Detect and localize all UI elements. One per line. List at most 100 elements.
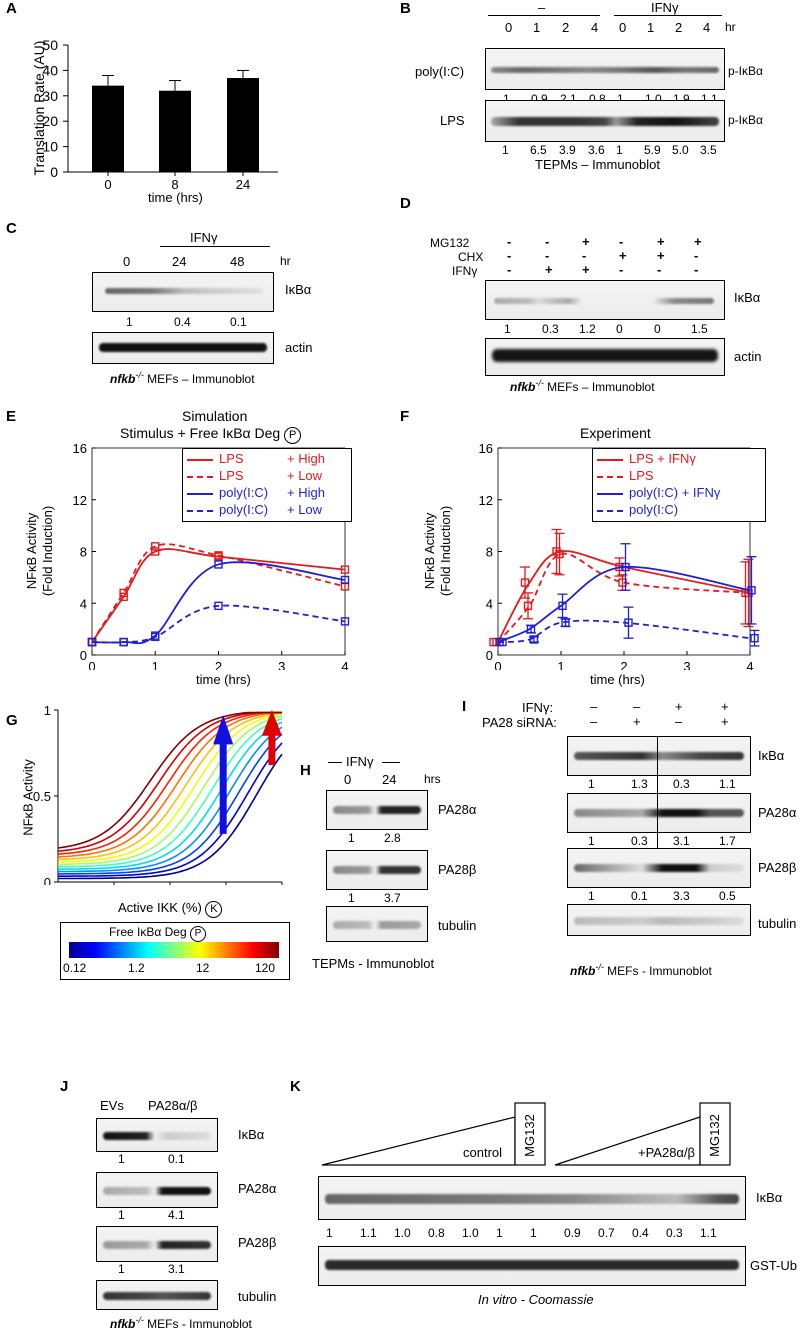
panel-a-bar — [227, 78, 259, 172]
panel-g-colorbar — [69, 942, 279, 958]
panel-d-sign: - — [507, 234, 512, 249]
panel-i-ifn-sign: + — [721, 699, 729, 714]
panel-f-xlabel: time (hrs) — [590, 672, 645, 687]
panel-f-legend-name: poly(I:C) + IFNγ — [629, 485, 721, 500]
panel-i-value: 0.1 — [631, 889, 648, 903]
panel-b-hr: hr — [725, 20, 736, 34]
panel-h-target: tubulin — [438, 918, 477, 933]
panel-c-value-0: 1 — [126, 315, 133, 329]
panel-f-series-line — [497, 619, 751, 643]
panel-j-value: 0.1 — [168, 1152, 185, 1166]
panel-h-target: PA28β — [438, 862, 477, 877]
panel-f-label: F — [400, 408, 410, 425]
panel-e-ytick-label: 12 — [73, 493, 87, 508]
panel-e-point — [151, 632, 160, 642]
panel-a-ylabel: Translation Rate (AU) — [31, 40, 47, 176]
panel-f-point — [624, 618, 633, 627]
panel-i-value: 0.3 — [673, 777, 690, 791]
panel-k-value: 1 — [496, 1226, 503, 1240]
panel-f-point — [750, 633, 759, 643]
panel-g-curve — [58, 721, 283, 870]
panel-e-legend-swatch — [187, 509, 213, 512]
panel-i-ifn-label: IFNγ: — [522, 700, 554, 715]
panel-a-bar — [159, 90, 191, 172]
panel-e-legend-mod: + Low — [287, 502, 323, 517]
panel-j-value: 4.1 — [168, 1208, 185, 1222]
panel-f-series-line — [497, 550, 751, 643]
panel-e-title-1: Simulation — [182, 408, 248, 424]
panel-d-sign: + — [582, 234, 590, 249]
panel-i-value: 1 — [588, 889, 595, 903]
panel-d-sign: + — [694, 234, 702, 249]
panel-c-ifn: IFNγ — [190, 230, 218, 245]
panel-g-curve — [58, 733, 283, 875]
panel-g-blue-arrowhead — [213, 715, 234, 745]
panel-h-value: 1 — [348, 831, 355, 845]
panel-a-ytick-label: 30 — [42, 88, 58, 104]
panel-g-curve — [58, 717, 283, 868]
panel-j-value: 3.1 — [168, 1262, 185, 1276]
panel-g-ytick-label: 1 — [44, 703, 51, 718]
panel-e-xtick-label: 1 — [152, 659, 159, 670]
panel-g-curve — [57, 713, 283, 863]
panel-f-xtick-label: 0 — [494, 659, 501, 670]
panel-k-value: 0.7 — [598, 1226, 615, 1240]
panel-j-target: PA28β — [238, 1235, 277, 1250]
panel-f-legend-item: poly(I:C) + IFNγ — [597, 485, 720, 500]
panel-d-sign: - — [694, 262, 699, 277]
panel-c-hr: hr — [280, 254, 291, 268]
panel-i-blot — [567, 848, 751, 888]
panel-k-blot-1 — [318, 1176, 746, 1220]
panel-d-row-label: MG132 — [430, 236, 470, 250]
panel-h-blot — [326, 790, 428, 830]
panel-d-value: 1 — [504, 322, 511, 336]
panel-e-legend-swatch — [187, 458, 213, 461]
panel-g-ytick-label: 0.5 — [33, 789, 51, 804]
panel-b-time: 1 — [647, 20, 655, 35]
panel-i-value: 3.1 — [673, 834, 690, 848]
panel-k-caption: In vitro - Coomassie — [478, 1292, 594, 1307]
panel-a-ytick-label: 0 — [50, 164, 58, 180]
panel-g-colorbar-title: Free IκBα Deg P — [109, 925, 206, 942]
panel-b-time: 0 — [619, 20, 627, 35]
panel-f-legend: LPS + IFNγ LPS poly(I:C) + IFNγ poly(I:C) — [592, 448, 766, 522]
panel-j-caption: nfkb-/- MEFs - Immunoblot — [110, 1315, 252, 1331]
panel-f-legend-swatch — [597, 509, 623, 512]
panel-e-legend-name: LPS — [219, 468, 244, 483]
panel-b-row1-value: 1 — [617, 92, 624, 106]
panel-g-red-arrowhead — [261, 710, 282, 736]
panel-k-value: 1.0 — [462, 1226, 479, 1240]
panel-e-ylabel: NFκB Activity (Fold Induction) — [24, 505, 55, 597]
panel-i-target: tubulin — [758, 916, 797, 931]
panel-b-time: 2 — [675, 20, 683, 35]
panel-g-cb-tick-0: 0.12 — [63, 961, 87, 975]
panel-e-point — [214, 560, 223, 569]
panel-i-ifn-sign: – — [633, 699, 641, 714]
panel-b-row2-value: 1 — [502, 143, 509, 157]
panel-f-legend-swatch — [597, 458, 623, 461]
panel-a-ytick-label: 10 — [42, 139, 58, 155]
panel-d-sign: - — [507, 262, 512, 277]
panel-i-target: PA28β — [758, 860, 797, 875]
panel-c-target: IκBα — [285, 282, 312, 297]
panel-d-sign: + — [657, 248, 665, 263]
panel-h-hrs: hrs — [424, 772, 441, 786]
panel-i-value: 1 — [588, 777, 595, 791]
panel-d-sign: - — [545, 234, 550, 249]
panel-e-legend: LPS + High LPS + Low poly(I:C) + High poly(I:C… — [182, 448, 352, 522]
panel-b-row2-target: p-IκBα — [728, 113, 763, 127]
panel-g-colorbar-box: Free IκBα Deg P 0.12 1.2 12 120 — [60, 922, 290, 980]
panel-b-row2-value: 6.5 — [530, 143, 547, 157]
panel-i-value: 0.5 — [719, 889, 736, 903]
panel-c-blot-1 — [92, 272, 274, 312]
panel-f-xtick-label: 2 — [620, 659, 627, 670]
panel-e-xtick-label: 0 — [88, 659, 95, 670]
panel-f-ytick-label: 8 — [486, 545, 493, 560]
panel-a-xtick-label: 8 — [171, 177, 178, 192]
panel-f-series-line — [497, 552, 751, 643]
panel-b-row2-value: 3.5 — [700, 143, 717, 157]
panel-e-legend-mod: + High — [287, 451, 325, 466]
panel-f-point — [523, 601, 533, 611]
panel-i-value: 0.3 — [631, 834, 648, 848]
panel-i-si-sign: – — [590, 714, 598, 729]
